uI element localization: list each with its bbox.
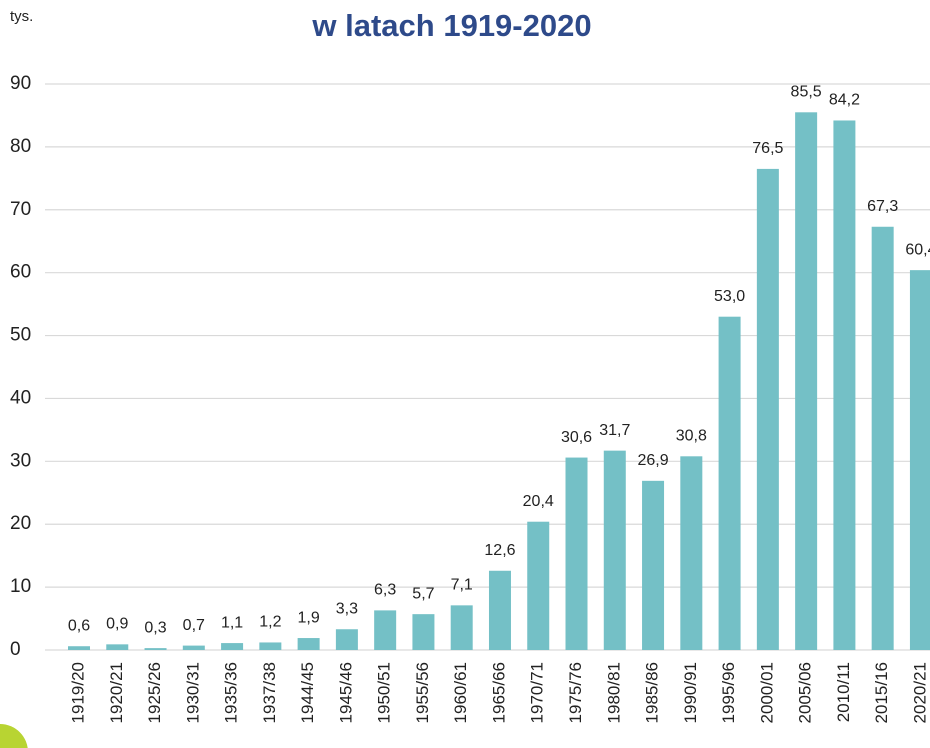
x-tick-label: 1980/81 [604,662,623,723]
value-label: 5,7 [412,585,434,602]
value-label: 1,2 [259,614,281,631]
x-tick-label: 1995/96 [719,662,738,723]
bar [527,521,550,650]
x-tick-label: 1930/31 [183,662,202,723]
value-label: 0,3 [144,619,166,636]
x-tick-label: 1975/76 [566,662,585,723]
value-label: 1,9 [297,609,319,626]
x-tick-label: 2005/06 [796,662,815,723]
x-tick-label: 1950/51 [375,662,394,723]
bar [565,457,588,650]
y-tick-label: 30 [10,450,31,471]
value-label: 0,7 [183,617,205,634]
bar [412,614,435,650]
value-label: 0,6 [68,617,90,634]
y-tick-label: 0 [10,639,21,660]
x-tick-label: 1955/56 [413,662,432,723]
value-label: 1,1 [221,614,243,631]
bar [221,643,244,650]
y-tick-label: 50 [10,325,31,346]
value-label: 67,3 [867,198,898,215]
value-label: 31,7 [599,422,630,439]
bar [909,270,930,650]
value-label: 84,2 [829,92,860,109]
y-tick-label: 90 [10,73,31,94]
value-label: 85,5 [791,84,822,101]
x-tick-label: 1937/38 [260,662,279,723]
value-label: 26,9 [637,452,668,469]
x-tick-label: 1919/20 [68,662,87,723]
y-axis-label: tys. [10,8,33,25]
x-tick-label: 1945/46 [336,662,355,723]
value-label: 30,6 [561,429,592,446]
bar [488,570,511,650]
x-tick-label: 1985/86 [643,662,662,723]
x-tick-label: 1944/45 [298,662,317,723]
bar [182,645,205,650]
value-label: 7,1 [451,577,473,594]
x-tick-label: 1990/91 [681,662,700,723]
bar [795,112,818,651]
chart-title: w latach 1919-2020 [311,8,591,43]
x-tick-label: 2010/11 [834,662,853,722]
bar [680,456,703,650]
bar [68,646,90,650]
value-label: 53,0 [714,288,745,305]
bar [259,642,282,650]
x-tick-label: 1965/66 [489,662,508,723]
decor-circle [0,724,28,748]
value-label: 30,8 [676,428,707,445]
value-label: 0,9 [106,616,128,633]
bar [756,168,779,650]
x-tick-label: 2000/01 [757,662,776,723]
x-tick-label: 2020/21 [910,662,929,723]
bar [106,644,129,650]
x-tick-label: 1935/36 [222,662,241,723]
value-label: 3,3 [336,600,358,617]
x-tick-label: 1920/21 [107,662,126,723]
bar [718,316,741,650]
bar [642,480,665,650]
bar [297,638,320,650]
bar [335,629,358,650]
x-tick-label: 1925/26 [145,662,164,723]
x-tick-label: 1970/71 [528,662,547,723]
y-tick-label: 60 [10,262,31,283]
value-label: 12,6 [484,542,515,559]
bar [374,610,397,650]
y-tick-label: 40 [10,387,31,408]
value-label: 76,5 [752,140,783,157]
bar [144,648,167,650]
value-label: 60,4 [905,241,930,258]
y-tick-label: 80 [10,136,31,157]
y-tick-label: 20 [10,513,31,534]
value-label: 20,4 [523,493,554,510]
x-tick-label: 2015/16 [872,662,891,723]
bar [833,120,856,650]
value-label: 6,3 [374,582,396,599]
y-tick-label: 70 [10,199,31,220]
bar [450,605,473,650]
bar [603,450,626,650]
bar [871,226,894,650]
x-tick-label: 1960/61 [451,662,470,723]
y-tick-label: 10 [10,576,31,597]
